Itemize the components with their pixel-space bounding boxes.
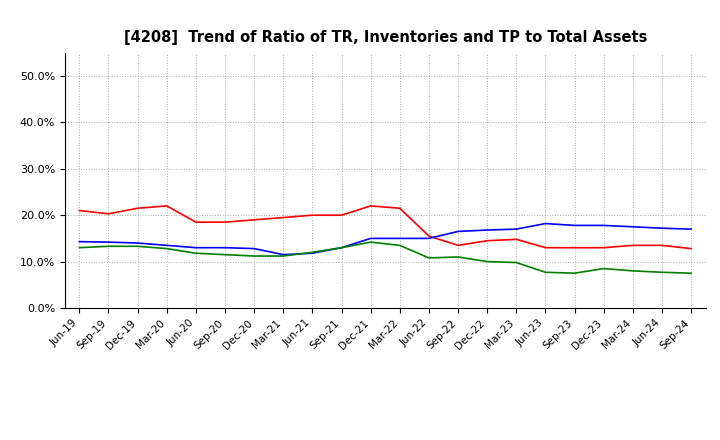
Inventories [220,245,229,250]
Line: Trade Payables: Trade Payables [79,242,691,273]
Trade Receivables [308,213,317,218]
Trade Receivables [133,205,142,211]
Inventories [279,252,287,257]
Trade Receivables [250,217,258,223]
Inventories [657,226,666,231]
Trade Receivables [541,245,550,250]
Line: Inventories: Inventories [79,224,691,255]
Trade Payables [541,270,550,275]
Trade Receivables [629,243,637,248]
Trade Payables [308,249,317,255]
Trade Receivables [75,208,84,213]
Trade Receivables [366,203,375,209]
Trade Payables [395,243,404,248]
Trade Payables [483,259,492,264]
Inventories [163,243,171,248]
Trade Payables [629,268,637,274]
Trade Receivables [483,238,492,243]
Trade Payables [657,270,666,275]
Inventories [75,239,84,244]
Inventories [687,227,696,232]
Inventories [570,223,579,228]
Trade Payables [687,271,696,276]
Trade Payables [512,260,521,265]
Trade Receivables [599,245,608,250]
Trade Payables [454,254,462,260]
Inventories [541,221,550,226]
Trade Payables [220,252,229,257]
Inventories [366,236,375,241]
Inventories [104,239,113,245]
Trade Payables [104,244,113,249]
Inventories [337,245,346,250]
Inventories [133,240,142,246]
Inventories [425,236,433,241]
Trade Receivables [192,220,200,225]
Title: [4208]  Trend of Ratio of TR, Inventories and TP to Total Assets: [4208] Trend of Ratio of TR, Inventories… [124,29,647,45]
Inventories [250,246,258,251]
Trade Payables [133,244,142,249]
Trade Receivables [512,237,521,242]
Inventories [454,229,462,234]
Trade Payables [163,246,171,251]
Trade Payables [337,245,346,250]
Inventories [192,245,200,250]
Trade Receivables [104,211,113,216]
Trade Receivables [687,246,696,251]
Trade Receivables [570,245,579,250]
Trade Payables [366,239,375,245]
Trade Payables [192,251,200,256]
Inventories [483,227,492,233]
Inventories [512,227,521,232]
Trade Receivables [395,205,404,211]
Trade Payables [250,253,258,259]
Inventories [629,224,637,229]
Trade Receivables [337,213,346,218]
Trade Payables [599,266,608,271]
Trade Receivables [279,215,287,220]
Trade Receivables [657,243,666,248]
Line: Trade Receivables: Trade Receivables [79,206,691,249]
Trade Payables [570,271,579,276]
Inventories [308,251,317,256]
Trade Payables [279,253,287,259]
Trade Receivables [454,243,462,248]
Inventories [599,223,608,228]
Trade Receivables [425,234,433,239]
Trade Payables [75,245,84,250]
Trade Payables [425,255,433,260]
Trade Receivables [220,220,229,225]
Inventories [395,236,404,241]
Trade Receivables [163,203,171,209]
